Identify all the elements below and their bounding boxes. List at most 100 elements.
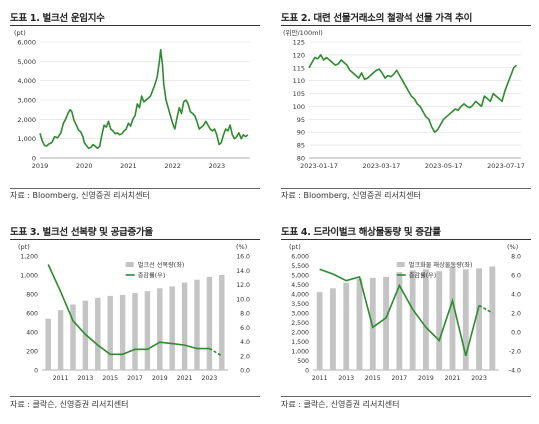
y-tick-label-right: -2.0: [509, 349, 521, 356]
panel-fleet-supply: 도표 3. 벌크선 선복량 및 공급증가율 (pt) (%) 0 200 400 600 8…: [10, 224, 260, 419]
bar: [343, 282, 350, 370]
bar: [169, 286, 175, 370]
y-tick-label-right: 10.0: [236, 296, 250, 303]
x-tick-label: 2023-05-17: [425, 162, 463, 170]
y-tick-label-left: 0: [305, 368, 309, 375]
unit-label-right: (%): [236, 243, 247, 251]
x-tick-label: 2013: [338, 375, 354, 382]
y-tick-label: 95: [297, 116, 305, 124]
bar: [476, 268, 482, 370]
y-tick-label-left: 5,500: [291, 263, 309, 270]
x-tick-label: 2023: [202, 375, 218, 382]
legend-label-bar: 벌크선 선복량(좌): [138, 261, 185, 269]
x-tick-label: 2017: [127, 375, 143, 382]
x-tick-label: 2023-01-17: [300, 162, 338, 170]
x-tick-label: 2017: [391, 375, 407, 382]
bar: [132, 293, 138, 370]
growth-line-forecast: [208, 347, 223, 357]
y-tick-label: 125: [293, 39, 305, 47]
y-tick-label-left: 2,000: [291, 330, 309, 337]
y-tick-label-left: 1,000: [291, 349, 309, 356]
bar: [462, 269, 469, 370]
bar: [157, 288, 163, 370]
unit-label: (pt): [14, 29, 26, 37]
series-line: [39, 48, 249, 150]
title-rule: [281, 25, 531, 26]
x-tick-label: 2019: [418, 375, 434, 382]
source-rule: [10, 396, 260, 397]
chart-seaborne-volume: (pt) (%) 0 500 1,000 1,500 2,000 2,500 3,000 3,50…: [289, 243, 521, 382]
panel-title: 도표 2. 대련 선물거래소의 철광석 선물 가격 추이: [281, 13, 473, 24]
bar: [206, 276, 213, 370]
title-rule: [10, 25, 260, 26]
y-tick-label-left: 0: [34, 368, 38, 375]
y-tick-label: 80: [297, 155, 305, 163]
y-tick-label: 100: [293, 103, 305, 111]
bar: [409, 270, 416, 370]
legend-label-line: 증감률(우): [409, 273, 437, 280]
bar: [369, 277, 376, 370]
y-tick-label: 6,000: [17, 39, 36, 47]
x-tick-label: 2023-03-17: [362, 162, 400, 170]
series-line: [308, 54, 518, 133]
unit-label-left: (pt): [289, 243, 301, 251]
panel-freight-index: 도표 1. 벌크선 운임지수 (pt) 0 1,000 2,000 3,000 4,000…: [10, 10, 260, 200]
x-tick-label: 2011: [53, 375, 69, 382]
y-tick-label-left: 2,500: [291, 320, 309, 327]
y-tick-label-left: 6,000: [291, 254, 309, 261]
y-tick-label-right: 4.0: [511, 292, 521, 299]
x-tick-label: 2019: [32, 162, 49, 170]
panel-title: 도표 1. 벌크선 운임지수: [10, 13, 105, 24]
x-tick-label: 2021: [120, 162, 137, 170]
source-rule: [10, 188, 260, 189]
y-tick-label: 85: [297, 142, 305, 150]
panel-iron-ore: 도표 2. 대련 선물거래소의 철광석 선물 가격 추이 (위안/100ml) 8…: [281, 10, 531, 200]
chart-fleet-supply: (pt) (%) 0 200 400 600 800 1,000 1,200 0.0 2.0 4.0 6…: [18, 243, 250, 382]
y-tick-label-right: 16.0: [236, 254, 250, 261]
bar: [436, 271, 443, 370]
bar: [119, 294, 126, 370]
x-tick-label: 2023-07-17: [487, 162, 525, 170]
legend-label-line: 증감률(우): [138, 273, 166, 280]
y-tick-label: 4,000: [17, 77, 36, 85]
y-tick-label-right: 8.0: [240, 311, 250, 318]
bar: [449, 266, 456, 370]
legend-swatch-bar: [125, 262, 134, 267]
y-tick-label-right: 12.0: [236, 282, 250, 289]
bar: [316, 292, 323, 370]
panel-title: 도표 4. 드라이벌크 해상물동량 및 증감률: [281, 227, 441, 238]
x-tick-label: 2023: [209, 162, 226, 170]
y-tick-label-left: 400: [26, 330, 38, 337]
x-tick-label: 2021: [445, 375, 461, 382]
y-tick-label: 105: [293, 90, 305, 98]
x-tick-label: 2015: [102, 375, 118, 382]
y-tick-label: 90: [297, 129, 305, 137]
bar: [489, 266, 496, 370]
source-note: 자료 : 클락슨, 신영증권 리서치센터: [10, 400, 129, 409]
y-tick-label: 115: [293, 64, 305, 72]
y-tick-label-right: -4.0: [509, 368, 521, 375]
y-tick-label-left: 3,500: [291, 301, 309, 308]
y-tick-label-left: 4,000: [291, 292, 309, 299]
source-note: 자료 : 클락슨, 신영증권 리서치센터: [281, 400, 400, 409]
bar: [144, 291, 151, 370]
x-tick-label: 2023: [471, 375, 487, 382]
source-note: 자료 : Bloomberg, 신영증권 리서치센터: [281, 191, 421, 200]
y-tick-label-left: 3,000: [291, 311, 309, 318]
title-rule: [10, 239, 260, 240]
unit-label: (위안/100ml): [283, 28, 323, 37]
y-tick-label-left: 1,200: [20, 254, 38, 261]
bar: [107, 295, 113, 370]
y-tick-label: 0: [32, 155, 36, 163]
y-tick-label-left: 500: [297, 358, 309, 365]
y-tick-label-right: 8.0: [511, 254, 521, 261]
bar: [45, 318, 51, 370]
y-tick-label-left: 4,500: [291, 282, 309, 289]
y-tick-label: 2,000: [17, 116, 36, 124]
bar: [181, 282, 188, 370]
legend-swatch-bar: [396, 262, 405, 267]
growth-line: [319, 268, 480, 357]
bar: [57, 310, 64, 370]
source-rule: [281, 396, 531, 397]
bar: [330, 288, 336, 370]
